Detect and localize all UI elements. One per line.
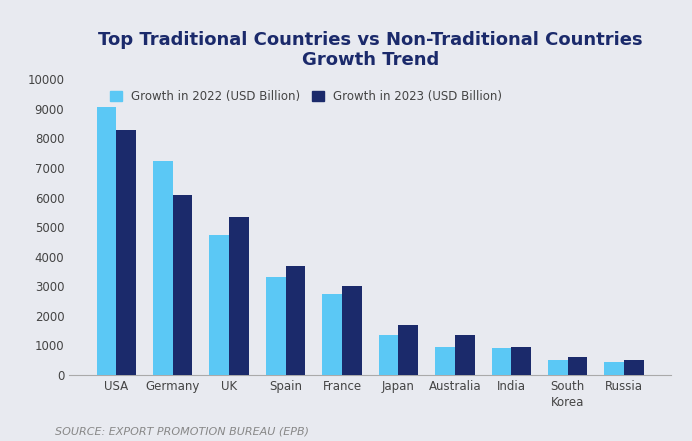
Bar	[210, 235, 229, 375]
Bar	[435, 347, 455, 375]
Bar	[604, 362, 624, 375]
Bar	[266, 277, 286, 375]
Legend: Growth in 2022 (USD Billion), Growth in 2023 (USD Billion): Growth in 2022 (USD Billion), Growth in …	[105, 85, 507, 108]
Title: Top Traditional Countries vs Non-Traditional Countries
Growth Trend: Top Traditional Countries vs Non-Traditi…	[98, 31, 643, 70]
Text: SOURCE: EXPORT PROMOTION BUREAU (EPB): SOURCE: EXPORT PROMOTION BUREAU (EPB)	[55, 426, 309, 437]
Bar	[455, 335, 475, 375]
Bar	[567, 356, 588, 375]
Bar	[342, 286, 362, 375]
Bar	[399, 325, 418, 375]
Bar	[379, 335, 399, 375]
Bar	[624, 360, 644, 375]
Bar	[97, 108, 116, 375]
Bar	[491, 348, 511, 375]
Bar	[229, 217, 249, 375]
Bar	[153, 161, 173, 375]
Bar	[548, 360, 567, 375]
Bar	[116, 130, 136, 375]
Bar	[322, 294, 342, 375]
Bar	[173, 194, 192, 375]
Bar	[511, 347, 531, 375]
Bar	[286, 265, 305, 375]
